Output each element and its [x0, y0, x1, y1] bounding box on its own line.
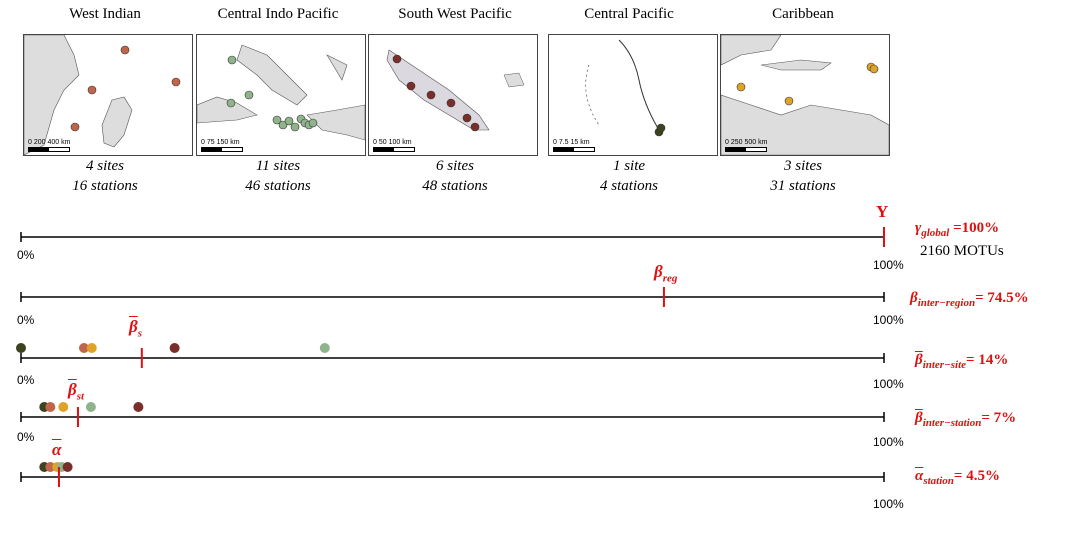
- marker-label-beta-reg: βreg: [654, 262, 678, 285]
- scalebar-west-indian: 0 200 400 km: [28, 139, 70, 152]
- map-central-indo-pacific: 0 75 150 km: [196, 34, 366, 156]
- axis-start-2: 0%: [17, 313, 35, 327]
- region-title-south-west-pacific: South West Pacific: [398, 6, 512, 22]
- axis-end-5: 100%: [873, 497, 904, 511]
- point-3-west_indian: [45, 402, 56, 412]
- axis-end-2: 100%: [873, 313, 904, 327]
- sites-west-indian: 4 sites 16 stations: [72, 158, 138, 194]
- region-title-central-indo-pacific: Central Indo Pacific: [217, 6, 339, 22]
- sites-central-pacific: 1 site 4 stations: [600, 158, 658, 194]
- axis-start-3: 0%: [17, 373, 35, 387]
- map-caribbean: 0 250 500 km: [720, 34, 890, 156]
- marker-label-beta-s: βs: [129, 317, 142, 340]
- axis-end-1: 100%: [873, 258, 904, 272]
- metric-gamma: γglobal =100%: [915, 220, 1000, 239]
- region-title-caribbean: Caribbean: [772, 6, 834, 22]
- axis-start-4: 0%: [17, 430, 35, 444]
- point-4-west_indian: [45, 462, 56, 472]
- region-title-west-indian: West Indian: [69, 6, 141, 22]
- metric-beta-inter-site: βinter−site= 14%: [915, 352, 1009, 371]
- point-2-caribbean: [86, 343, 97, 353]
- point-2-central_indo_pacific: [319, 343, 330, 353]
- point-2-central_pacific: [16, 343, 26, 353]
- marker-label-beta-st: βst: [68, 380, 85, 403]
- metric-beta-inter-region: βinter−region= 74.5%: [910, 290, 1029, 309]
- point-4-south_west_pacific: [62, 462, 73, 472]
- map-west-indian: 0 200 400 km: [23, 34, 193, 156]
- marker-label-alpha: α: [52, 440, 62, 459]
- map-central-pacific: 0 7.5 15 km: [548, 34, 718, 156]
- point-3-central_indo_pacific: [85, 402, 96, 412]
- axis-start-1: 0%: [17, 248, 35, 262]
- sites-central-indo-pacific: 11 sites 46 stations: [245, 158, 311, 194]
- motus-count: 2160 MOTUs: [920, 243, 1004, 259]
- point-3-south_west_pacific: [133, 402, 144, 412]
- metric-beta-inter-station: βinter−station= 7%: [915, 410, 1017, 429]
- marker-label-gamma: Υ: [876, 202, 889, 221]
- point-2-south_west_pacific: [169, 343, 180, 353]
- axis-end-3: 100%: [873, 377, 904, 391]
- map-south-west-pacific: 0 50 100 km: [368, 34, 538, 156]
- axis-end-4: 100%: [873, 435, 904, 449]
- scalebar-central-pacific: 0 7.5 15 km: [553, 139, 595, 152]
- sites-south-west-pacific: 6 sites 48 stations: [422, 158, 488, 194]
- scalebar-south-west-pacific: 0 50 100 km: [373, 139, 415, 152]
- region-title-central-pacific: Central Pacific: [584, 6, 674, 22]
- scalebar-caribbean: 0 250 500 km: [725, 139, 767, 152]
- scalebar-central-indo-pacific: 0 75 150 km: [201, 139, 243, 152]
- point-2-west_indian: [78, 343, 89, 353]
- metric-alpha-station: αstation= 4.5%: [915, 468, 1000, 487]
- sites-caribbean: 3 sites 31 stations: [770, 158, 836, 194]
- point-3-caribbean: [58, 402, 69, 412]
